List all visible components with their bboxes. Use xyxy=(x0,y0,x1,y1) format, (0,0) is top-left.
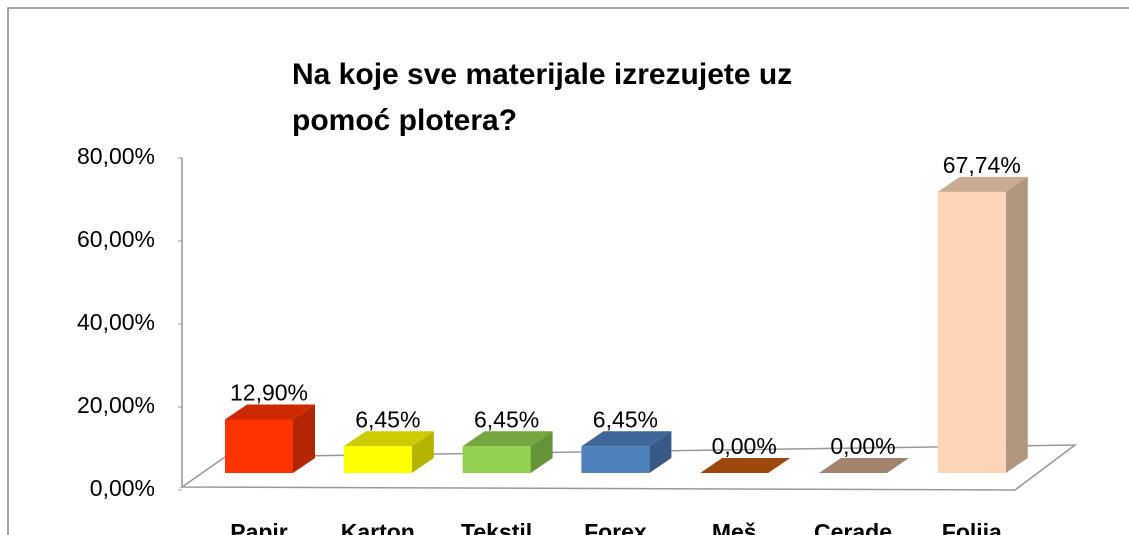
bar xyxy=(343,446,412,473)
y-tick-label: 0,00% xyxy=(90,475,155,501)
bar-top xyxy=(700,458,791,473)
value-label: 12,90% xyxy=(230,380,308,406)
bar xyxy=(581,446,650,473)
bar xyxy=(225,419,293,473)
value-label: 6,45% xyxy=(593,406,658,432)
bar-side xyxy=(411,431,434,473)
x-tick-label: Meš xyxy=(712,519,757,535)
y-tick-label: 40,00% xyxy=(77,309,155,335)
bar-top xyxy=(343,431,434,447)
x-tick-label: Karton xyxy=(341,519,415,535)
x-tick-label: Tekstil xyxy=(461,519,532,535)
value-label: 6,45% xyxy=(355,406,420,432)
x-tick-label: Papir xyxy=(230,519,288,535)
y-tick-label: 20,00% xyxy=(77,392,155,418)
x-tick-label: Forex xyxy=(584,519,647,535)
bar xyxy=(937,191,1006,473)
bar-side xyxy=(649,431,672,473)
bar-top xyxy=(225,404,315,420)
bar xyxy=(462,446,531,473)
bar-top xyxy=(819,458,909,473)
bar-top xyxy=(462,431,553,447)
x-tick-label: Cerade xyxy=(814,519,892,535)
value-label: 0,00% xyxy=(712,433,777,459)
bar-side xyxy=(1005,176,1028,473)
value-label: 6,45% xyxy=(474,406,539,432)
x-tick-label: Folija xyxy=(942,519,1002,535)
y-tick-label: 60,00% xyxy=(77,226,155,252)
bar-top xyxy=(937,176,1028,192)
value-label: 67,74% xyxy=(943,152,1021,178)
y-tick-label: 80,00% xyxy=(77,143,155,169)
value-label: 0,00% xyxy=(830,433,895,459)
bar-side xyxy=(293,404,315,473)
chart-title: Na koje sve materijale izrezujete uz pom… xyxy=(292,58,793,137)
bar-top xyxy=(581,431,672,447)
bar-side xyxy=(530,431,553,473)
